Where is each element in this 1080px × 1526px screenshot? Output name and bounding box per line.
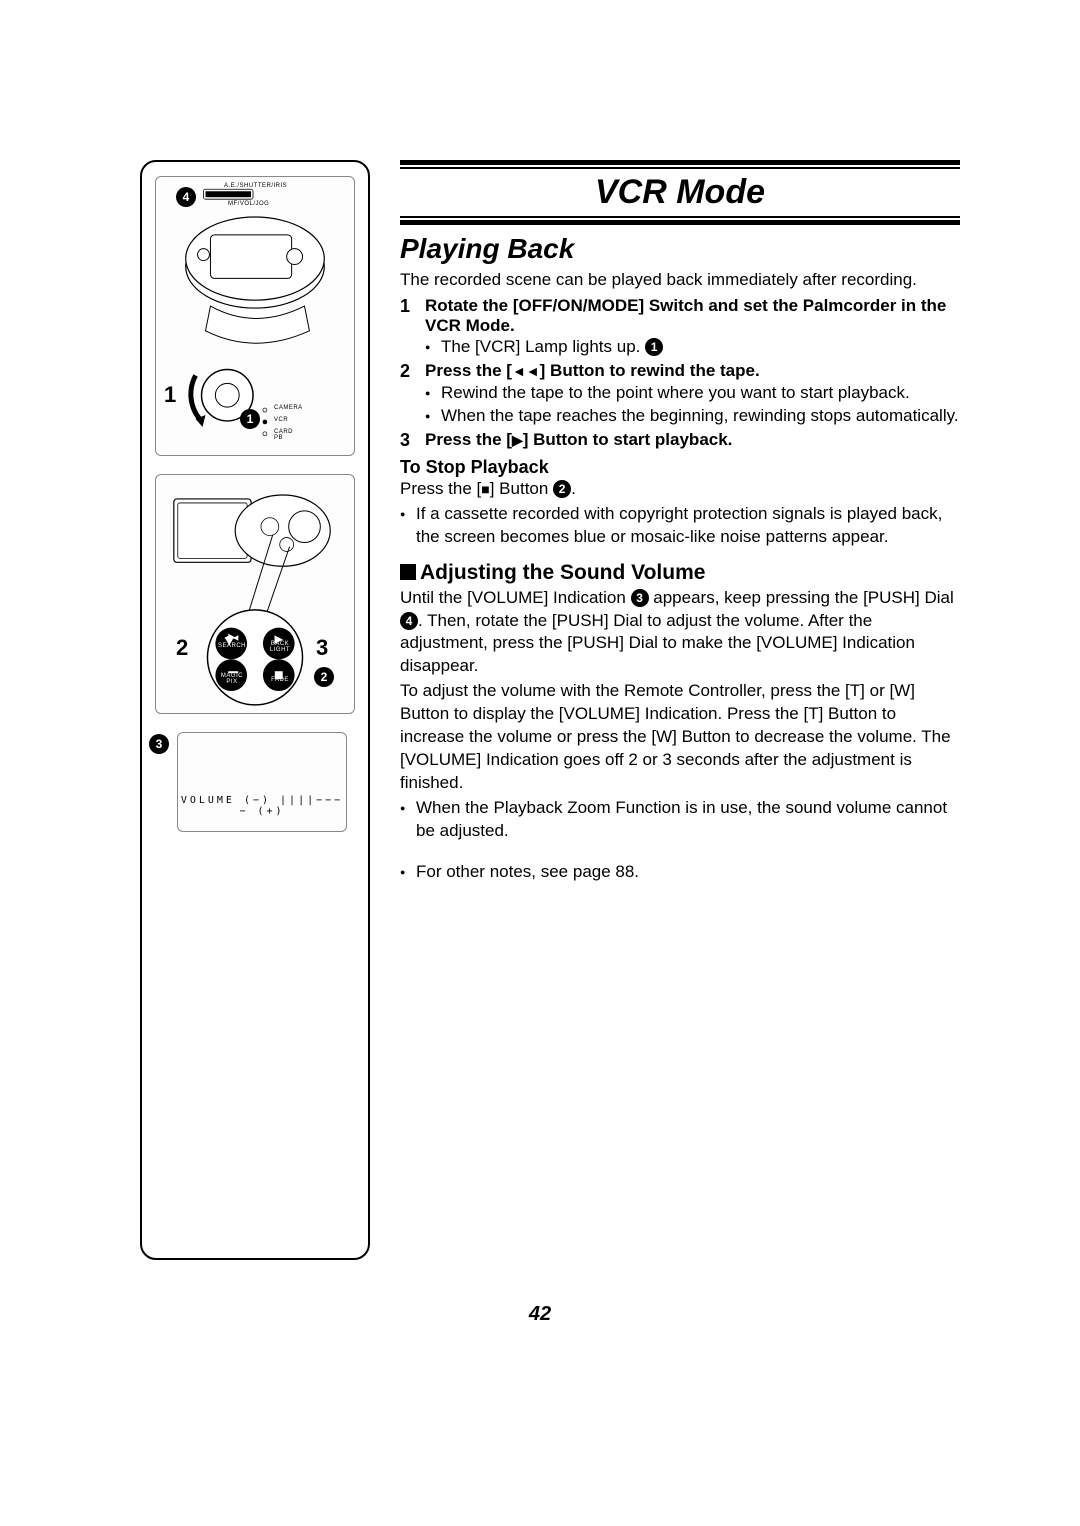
section-heading: Playing Back — [400, 233, 960, 265]
intro-text: The recorded scene can be played back im… — [400, 269, 960, 292]
ref-badge-4: 4 — [400, 612, 418, 630]
text-column: VCR Mode Playing Back The recorded scene… — [400, 160, 960, 1260]
notes-bullet: For other notes, see page 88. — [400, 861, 960, 884]
step-3: 3 Press the [▶] Button to start playback… — [400, 430, 960, 451]
mode-label-card: CARD PB — [274, 429, 293, 441]
volume-bullet: When the Playback Zoom Function is in us… — [400, 797, 960, 843]
step-3-text-after: ] Button to start playback. — [523, 430, 733, 449]
figure-2-camcorder-controls: ◄◄ ▶ SEARCH BACK LIGHT MAGIC PIX FADE 2 … — [155, 474, 355, 714]
mode-title: VCR Mode — [595, 173, 765, 211]
step-3-text-before: Press the [ — [425, 430, 512, 449]
stop-heading: To Stop Playback — [400, 457, 960, 478]
mode-label-vcr: VCR — [274, 417, 288, 423]
btn-label-fade: FADE — [268, 677, 292, 683]
rewind-icon: ◄◄ — [512, 363, 540, 379]
stop-instruction: Press the [■] Button 2. — [400, 478, 960, 501]
btn-label-search: SEARCH — [218, 643, 246, 649]
figure-step-label-1: 1 — [164, 382, 176, 408]
callout-badge-3: 3 — [149, 734, 169, 754]
mode-title-box: VCR Mode — [400, 160, 960, 225]
step-2-text-before: Press the [ — [425, 361, 512, 380]
figure-step-label-2: 2 — [176, 635, 188, 661]
step-1-bullet-1: The [VCR] Lamp lights up. 1 — [425, 336, 960, 359]
step-2-text-after: ] Button to rewind the tape. — [540, 361, 760, 380]
svg-text:◄◄: ◄◄ — [222, 633, 240, 643]
ref-badge-2: 2 — [553, 480, 571, 498]
mode-label-camera: CAMERA — [274, 405, 303, 411]
volume-heading: Adjusting the Sound Volume — [400, 561, 960, 585]
bullet-text: When the Playback Zoom Function is in us… — [416, 797, 960, 843]
btn-label-magicpix: MAGIC PIX — [218, 673, 246, 685]
ref-badge-3: 3 — [631, 589, 649, 607]
square-bullet-icon — [400, 564, 416, 580]
play-icon: ▶ — [512, 432, 523, 449]
step-1-text: Rotate the [OFF/ON/MODE] Switch and set … — [425, 296, 946, 335]
dial-label-bottom: MF/VOL/JOG — [228, 201, 269, 207]
bullet-text: If a cassette recorded with copyright pr… — [416, 503, 960, 549]
step-1: 1 Rotate the [OFF/ON/MODE] Switch and se… — [400, 296, 960, 336]
stop-icon: ■ — [481, 480, 489, 499]
step-2: 2 Press the [◄◄] Button to rewind the ta… — [400, 361, 960, 382]
callout-badge-2: 2 — [314, 667, 334, 687]
bullet-text: For other notes, see page 88. — [416, 861, 639, 884]
page-number: 42 — [0, 1303, 1080, 1326]
dial-label-top: A.E./SHUTTER/IRIS — [224, 183, 287, 189]
btn-label-backlight: BACK LIGHT — [266, 641, 294, 653]
bullet-text: The [VCR] Lamp lights up. — [441, 337, 645, 356]
volume-indication-text: VOLUME (−) ||||−−−− (+) — [178, 795, 346, 817]
figure-column: 4 A.E./SHUTTER/IRIS MF/VOL/JOG — [140, 160, 370, 1260]
step-number: 2 — [400, 361, 425, 382]
figure-step-label-3: 3 — [316, 635, 328, 661]
copyright-bullet: If a cassette recorded with copyright pr… — [400, 503, 960, 549]
bullet-text: Rewind the tape to the point where you w… — [441, 382, 910, 405]
volume-para-2: To adjust the volume with the Remote Con… — [400, 680, 960, 795]
ref-badge-1: 1 — [645, 338, 663, 356]
step-number: 3 — [400, 430, 425, 451]
volume-para-1: Until the [VOLUME] Indication 3 appears,… — [400, 587, 960, 679]
callout-badge-4: 4 — [176, 187, 196, 207]
bullet-text: When the tape reaches the beginning, rew… — [441, 405, 959, 428]
figure-3-volume-display: VOLUME (−) ||||−−−− (+) — [177, 732, 347, 832]
step-2-bullet-1: Rewind the tape to the point where you w… — [425, 382, 960, 405]
figure-1-camcorder-top: 4 A.E./SHUTTER/IRIS MF/VOL/JOG — [155, 176, 355, 456]
step-number: 1 — [400, 296, 425, 336]
step-2-bullet-2: When the tape reaches the beginning, rew… — [425, 405, 960, 428]
callout-badge-1: 1 — [240, 409, 260, 429]
